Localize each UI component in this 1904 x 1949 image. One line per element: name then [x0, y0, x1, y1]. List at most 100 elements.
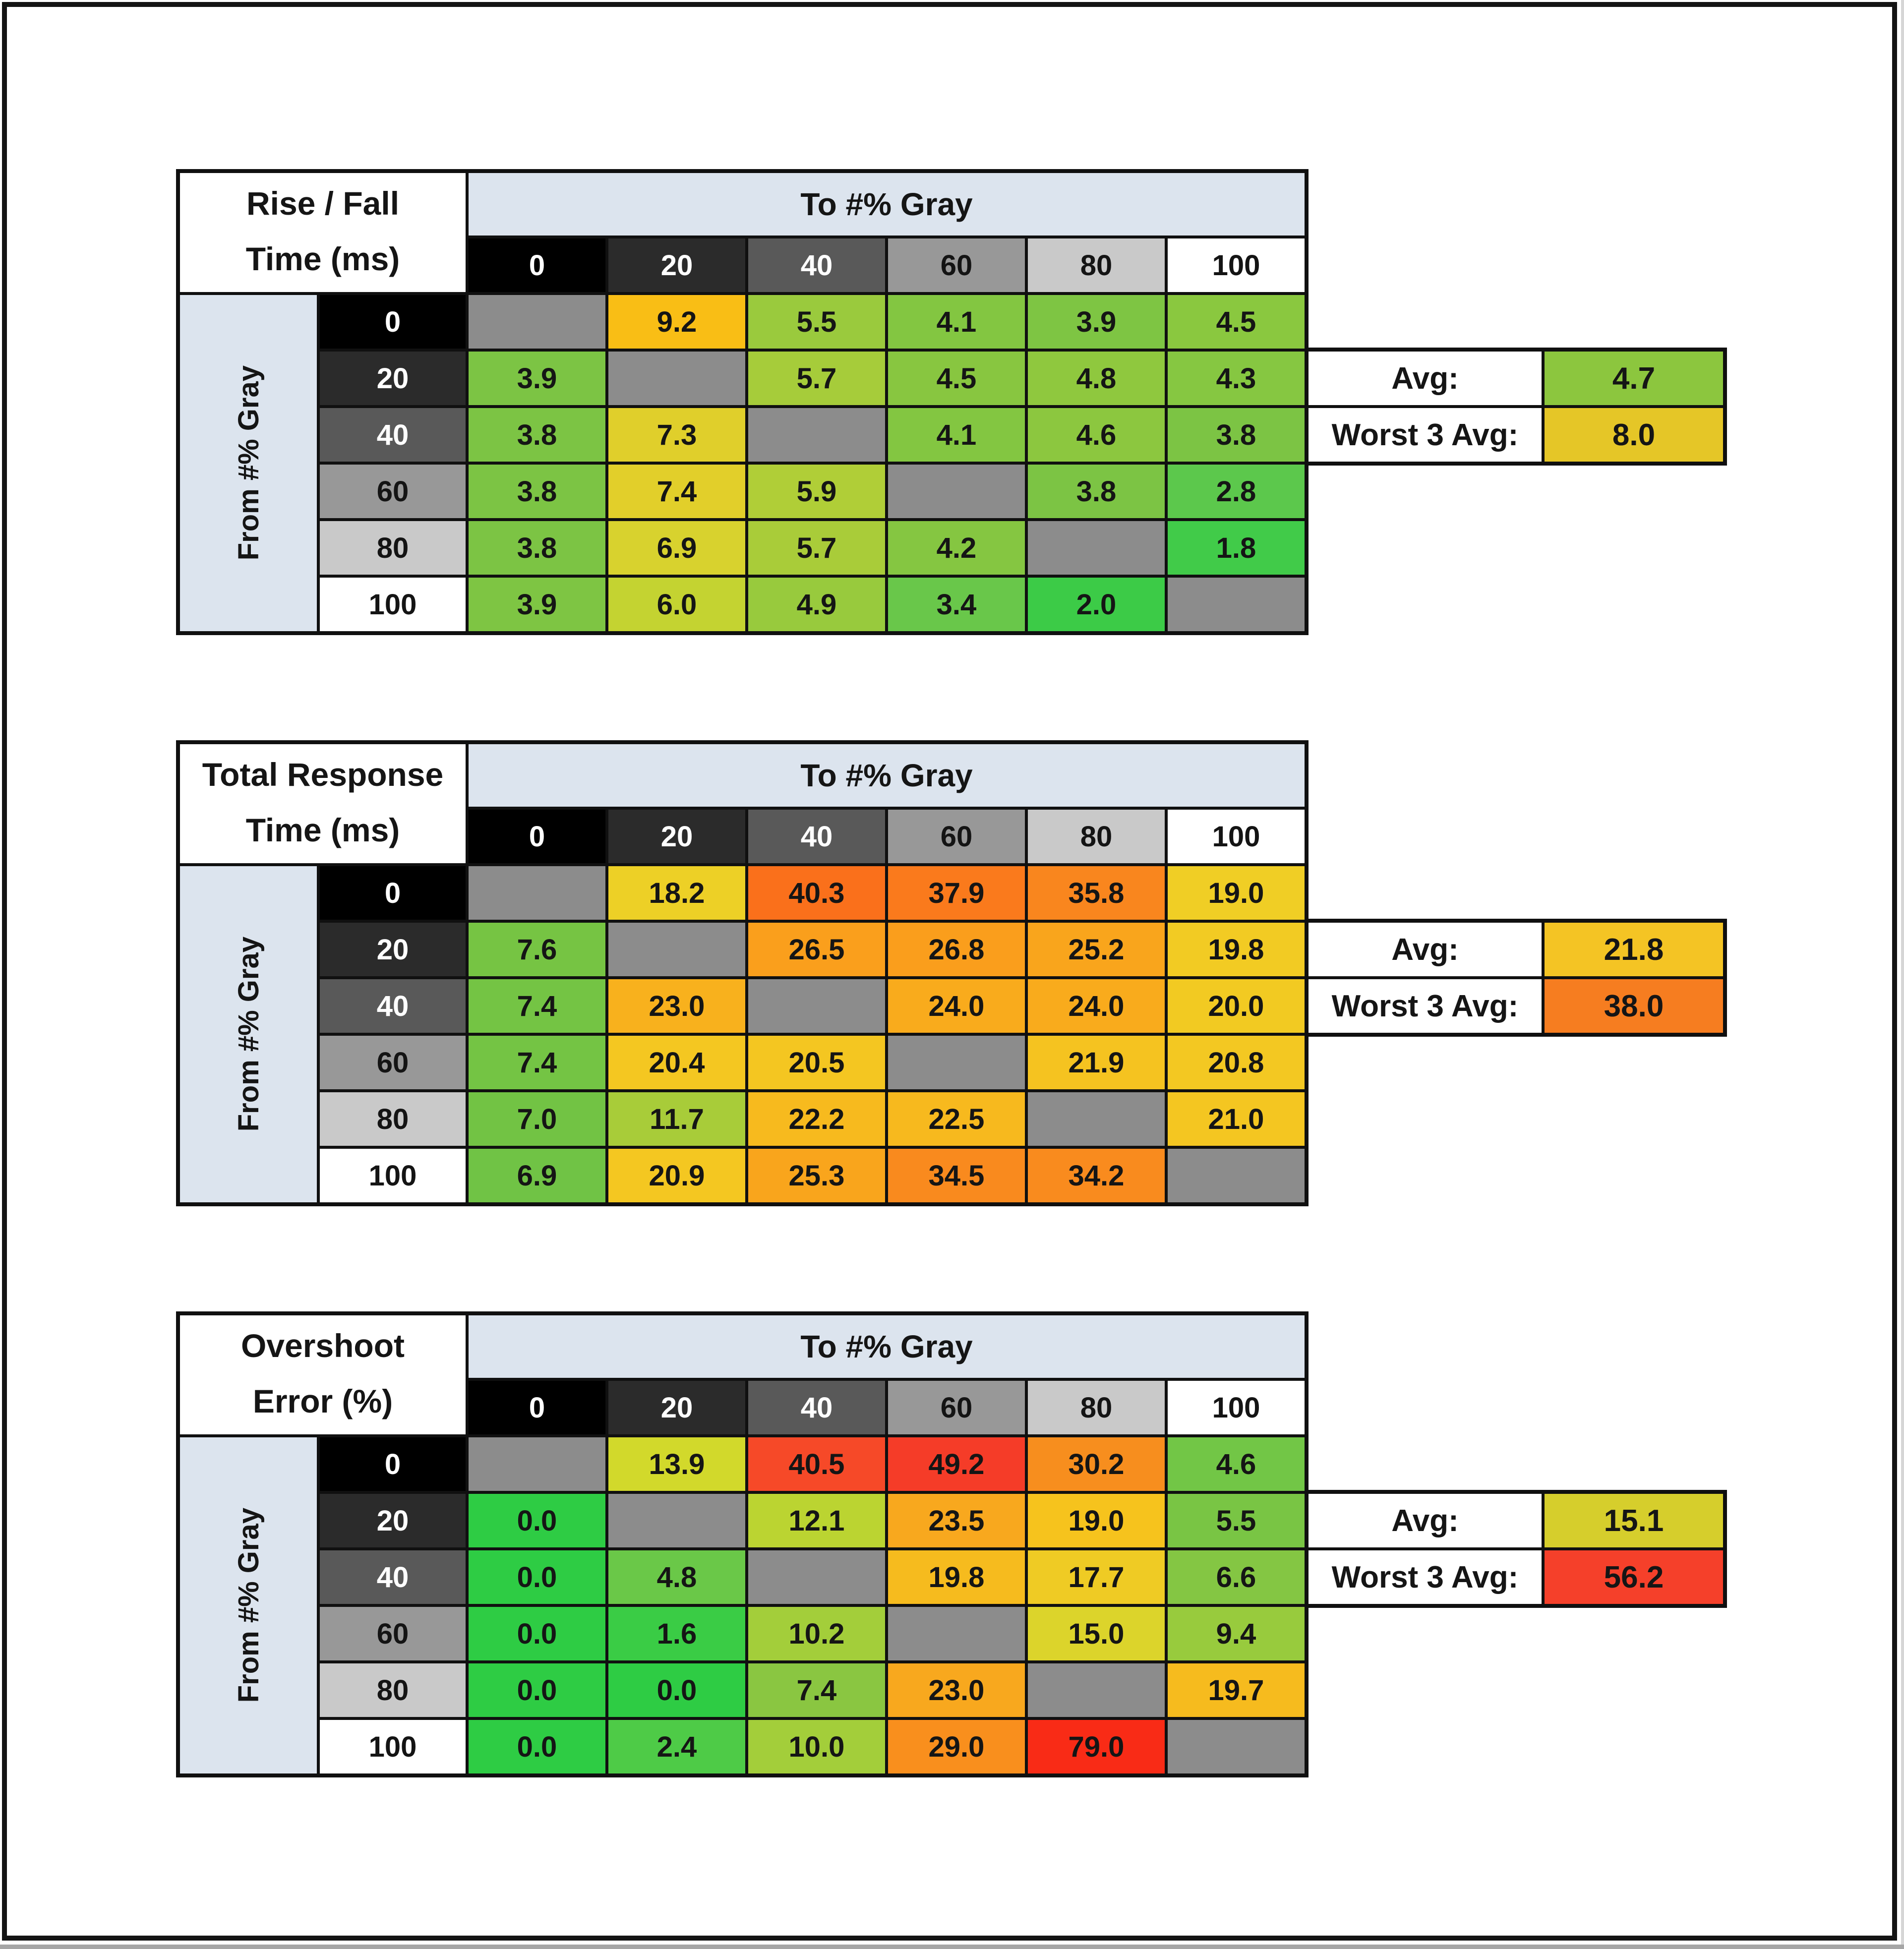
col-header-80: 80 [1028, 810, 1165, 863]
cell-from100-to60: 29.0 [888, 1720, 1025, 1773]
row-header-100: 100 [320, 578, 466, 631]
row-header-60: 60 [320, 1036, 466, 1089]
cell-from40-to100: 20.0 [1168, 979, 1305, 1033]
cell-from0-to0-diagonal [469, 1437, 605, 1491]
cell-from100-to40: 10.0 [748, 1720, 885, 1773]
cell-from20-to20-diagonal [608, 352, 745, 405]
row-header-80: 80 [320, 1092, 466, 1146]
cell-from0-to80: 3.9 [1028, 295, 1165, 349]
cell-from20-to0: 7.6 [469, 923, 605, 976]
total-response-time-grid: Total Response Time (ms) To #% Gray 0 20 40 60… [176, 740, 1309, 1206]
col-axis-label: To #% Gray [469, 1315, 1305, 1378]
row-axis-label-text: From #% Gray [232, 937, 265, 1132]
cell-from80-to100: 21.0 [1168, 1092, 1305, 1146]
cell-from40-to40-diagonal [748, 979, 885, 1033]
col-header-40: 40 [748, 810, 885, 863]
cell-from0-to20: 13.9 [608, 1437, 745, 1491]
cell-from40-to0: 3.8 [469, 408, 605, 462]
row-axis-label: From #% Gray [180, 1437, 317, 1773]
cell-from0-to100: 4.5 [1168, 295, 1305, 349]
row-header-60: 60 [320, 1607, 466, 1660]
cell-from60-to0: 7.4 [469, 1036, 605, 1089]
cell-from0-to100: 4.6 [1168, 1437, 1305, 1491]
avg-label: Avg: [1309, 1494, 1542, 1547]
table-overshoot-error: Overshoot Error (%) To #% Gray 0 20 40 60 80 100… [176, 1311, 1727, 1777]
col-header-40: 40 [748, 1381, 885, 1434]
cell-from20-to100: 4.3 [1168, 352, 1305, 405]
cell-from80-to60: 4.2 [888, 521, 1025, 575]
cell-from20-to80: 19.0 [1028, 1494, 1165, 1547]
cell-from20-to40: 26.5 [748, 923, 885, 976]
cell-from80-to40: 5.7 [748, 521, 885, 575]
avg-value: 21.8 [1545, 923, 1723, 976]
row-header-40: 40 [320, 979, 466, 1033]
worst3-avg-label: Worst 3 Avg: [1309, 408, 1542, 462]
cell-from60-to60-diagonal [888, 465, 1025, 518]
cell-from20-to0: 3.9 [469, 352, 605, 405]
cell-from20-to40: 12.1 [748, 1494, 885, 1547]
avg-value: 15.1 [1545, 1494, 1723, 1547]
cell-from40-to20: 7.3 [608, 408, 745, 462]
overshoot-error-title: Overshoot Error (%) [180, 1315, 466, 1434]
cell-from40-to40-diagonal [748, 408, 885, 462]
cell-from80-to40: 7.4 [748, 1663, 885, 1717]
col-header-100: 100 [1168, 1381, 1305, 1434]
cell-from0-to40: 5.5 [748, 295, 885, 349]
worst3-avg-label: Worst 3 Avg: [1309, 979, 1542, 1033]
cell-from100-to100-diagonal [1168, 578, 1305, 631]
cell-from40-to100: 3.8 [1168, 408, 1305, 462]
cell-from40-to80: 4.6 [1028, 408, 1165, 462]
cell-from0-to80: 30.2 [1028, 1437, 1165, 1491]
cell-from80-to80-diagonal [1028, 521, 1165, 575]
rise-fall-time-title-line2: Time (ms) [245, 240, 400, 278]
cell-from100-to0: 3.9 [469, 578, 605, 631]
cell-from20-to100: 19.8 [1168, 923, 1305, 976]
cell-from0-to0-diagonal [469, 866, 605, 920]
cell-from80-to100: 19.7 [1168, 1663, 1305, 1717]
cell-from80-to40: 22.2 [748, 1092, 885, 1146]
row-header-80: 80 [320, 1663, 466, 1717]
cell-from0-to60: 49.2 [888, 1437, 1025, 1491]
cell-from100-to60: 34.5 [888, 1149, 1025, 1202]
cell-from60-to0: 0.0 [469, 1607, 605, 1660]
total-response-time-title: Total Response Time (ms) [180, 744, 466, 863]
cell-from80-to20: 6.9 [608, 521, 745, 575]
cell-from20-to20-diagonal [608, 1494, 745, 1547]
cell-from40-to80: 24.0 [1028, 979, 1165, 1033]
cell-from20-to60: 26.8 [888, 923, 1025, 976]
row-header-0: 0 [320, 866, 466, 920]
cell-from0-to60: 4.1 [888, 295, 1025, 349]
cell-from60-to40: 20.5 [748, 1036, 885, 1089]
row-header-60: 60 [320, 465, 466, 518]
cell-from100-to100-diagonal [1168, 1149, 1305, 1202]
row-header-80: 80 [320, 521, 466, 575]
cell-from60-to20: 20.4 [608, 1036, 745, 1089]
cell-from80-to20: 0.0 [608, 1663, 745, 1717]
row-axis-label-text: From #% Gray [232, 1508, 265, 1703]
overshoot-error-grid: Overshoot Error (%) To #% Gray 0 20 40 60 80 100… [176, 1311, 1309, 1777]
row-header-0: 0 [320, 1437, 466, 1491]
row-header-20: 20 [320, 1494, 466, 1547]
col-header-20: 20 [608, 810, 745, 863]
cell-from40-to0: 7.4 [469, 979, 605, 1033]
cell-from60-to60-diagonal [888, 1607, 1025, 1660]
cell-from100-to80: 2.0 [1028, 578, 1165, 631]
row-header-20: 20 [320, 923, 466, 976]
cell-from0-to0-diagonal [469, 295, 605, 349]
cell-from40-to100: 6.6 [1168, 1550, 1305, 1604]
cell-from60-to0: 3.8 [469, 465, 605, 518]
cell-from0-to80: 35.8 [1028, 866, 1165, 920]
row-axis-label: From #% Gray [180, 295, 317, 631]
cell-from80-to80-diagonal [1028, 1663, 1165, 1717]
cell-from80-to100: 1.8 [1168, 521, 1305, 575]
worst3-avg-label: Worst 3 Avg: [1309, 1550, 1542, 1604]
cell-from80-to60: 22.5 [888, 1092, 1025, 1146]
cell-from20-to20-diagonal [608, 923, 745, 976]
row-header-100: 100 [320, 1149, 466, 1202]
cell-from40-to40-diagonal [748, 1550, 885, 1604]
cell-from20-to60: 23.5 [888, 1494, 1025, 1547]
cell-from100-to100-diagonal [1168, 1720, 1305, 1773]
cell-from100-to60: 3.4 [888, 578, 1025, 631]
row-header-40: 40 [320, 1550, 466, 1604]
avg-value: 4.7 [1545, 352, 1723, 405]
